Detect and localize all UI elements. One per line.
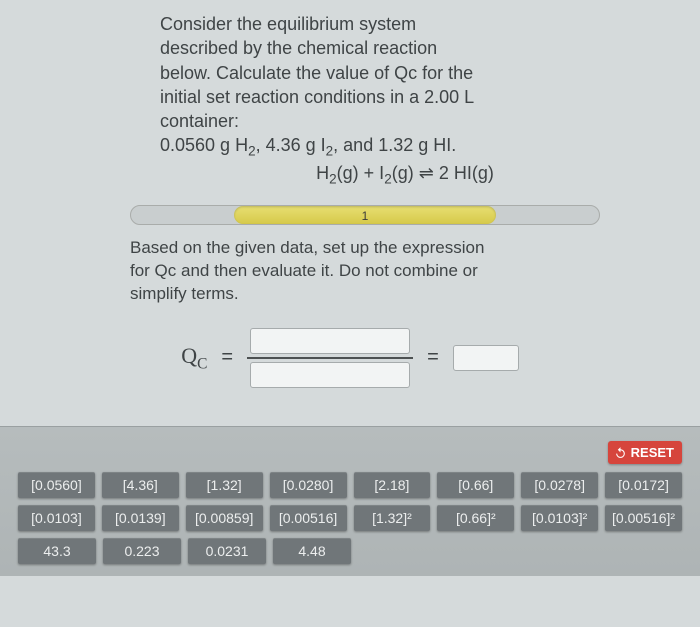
- eq-right: 2 HI(g): [439, 163, 494, 183]
- chip-row-1: [0.0103] [0.0139] [0.00859] [0.00516] [1…: [18, 505, 682, 531]
- equation-builder: QC = =: [0, 314, 700, 426]
- chip[interactable]: [0.0139]: [102, 505, 179, 531]
- equals-1: =: [221, 346, 233, 369]
- reset-label: RESET: [631, 445, 674, 460]
- denominator-slot[interactable]: [250, 362, 410, 388]
- chip[interactable]: [0.00516]: [270, 505, 347, 531]
- chip[interactable]: 4.48: [273, 538, 351, 564]
- eq-left: H: [316, 163, 329, 183]
- chip[interactable]: [0.0103]: [18, 505, 95, 531]
- chip[interactable]: [0.0172]: [605, 472, 682, 498]
- chip[interactable]: [4.36]: [102, 472, 179, 498]
- chip[interactable]: [0.66]²: [437, 505, 514, 531]
- eq-arrow: ⇌: [419, 163, 434, 183]
- chip[interactable]: [0.0278]: [521, 472, 598, 498]
- fraction-bar: [247, 357, 413, 359]
- inst-line2: for Qc and then evaluate it. Do not comb…: [130, 261, 478, 280]
- q-line4: initial set reaction conditions in a 2.0…: [160, 87, 474, 107]
- instruction-text: Based on the given data, set up the expr…: [0, 233, 700, 314]
- chip[interactable]: [0.00516]²: [605, 505, 682, 531]
- chips-container: [0.0560] [4.36] [1.32] [0.0280] [2.18] […: [18, 472, 682, 564]
- givens-mid2: , and 1.32 g HI.: [333, 135, 456, 155]
- q-line1: Consider the equilibrium system: [160, 14, 416, 34]
- qc-sub: C: [197, 355, 207, 372]
- chip[interactable]: [0.66]: [437, 472, 514, 498]
- givens-mid1: , 4.36 g I: [256, 135, 326, 155]
- progress-label: 1: [131, 206, 599, 225]
- equation-row: H2(g) + I2(g) ⇌ 2 HI(g): [160, 163, 650, 187]
- eq-g2: (g): [392, 163, 414, 183]
- chip[interactable]: [2.18]: [354, 472, 431, 498]
- chip[interactable]: [0.0103]²: [521, 505, 598, 531]
- numerator-slot[interactable]: [250, 328, 410, 354]
- eq-g1: (g) + I: [337, 163, 385, 183]
- reset-button[interactable]: RESET: [608, 441, 682, 464]
- fraction: [247, 328, 413, 388]
- qc-label: QC: [181, 343, 207, 373]
- sub-2a: 2: [248, 144, 256, 159]
- chip[interactable]: 43.3: [18, 538, 96, 564]
- chip[interactable]: 0.0231: [188, 538, 266, 564]
- q-line3: below. Calculate the value of Qc for the: [160, 63, 473, 83]
- inst-line1: Based on the given data, set up the expr…: [130, 238, 484, 257]
- inst-line3: simplify terms.: [130, 284, 239, 303]
- result-slot[interactable]: [453, 345, 519, 371]
- chip[interactable]: [0.00859]: [186, 505, 263, 531]
- equals-2: =: [427, 346, 439, 369]
- question-text: Consider the equilibrium system describe…: [160, 12, 650, 161]
- question-area: Consider the equilibrium system describe…: [0, 0, 700, 195]
- chip[interactable]: [0.0280]: [270, 472, 347, 498]
- sub-2d: 2: [384, 172, 392, 187]
- answers-area: RESET [0.0560] [4.36] [1.32] [0.0280] [2…: [0, 426, 700, 576]
- sub-2c: 2: [329, 172, 337, 187]
- q-line2: described by the chemical reaction: [160, 38, 437, 58]
- q-line5: container:: [160, 111, 239, 131]
- chip[interactable]: [1.32]²: [354, 505, 431, 531]
- reset-icon: [614, 446, 627, 459]
- chip-row-2: 43.3 0.223 0.0231 4.48: [18, 538, 682, 564]
- progress-bar: 1: [130, 205, 600, 225]
- givens-prefix: 0.0560 g H: [160, 135, 248, 155]
- chip[interactable]: [1.32]: [186, 472, 263, 498]
- chip-row-0: [0.0560] [4.36] [1.32] [0.0280] [2.18] […: [18, 472, 682, 498]
- chip[interactable]: 0.223: [103, 538, 181, 564]
- chip[interactable]: [0.0560]: [18, 472, 95, 498]
- reset-row: RESET: [18, 441, 682, 464]
- qc-q: Q: [181, 343, 197, 368]
